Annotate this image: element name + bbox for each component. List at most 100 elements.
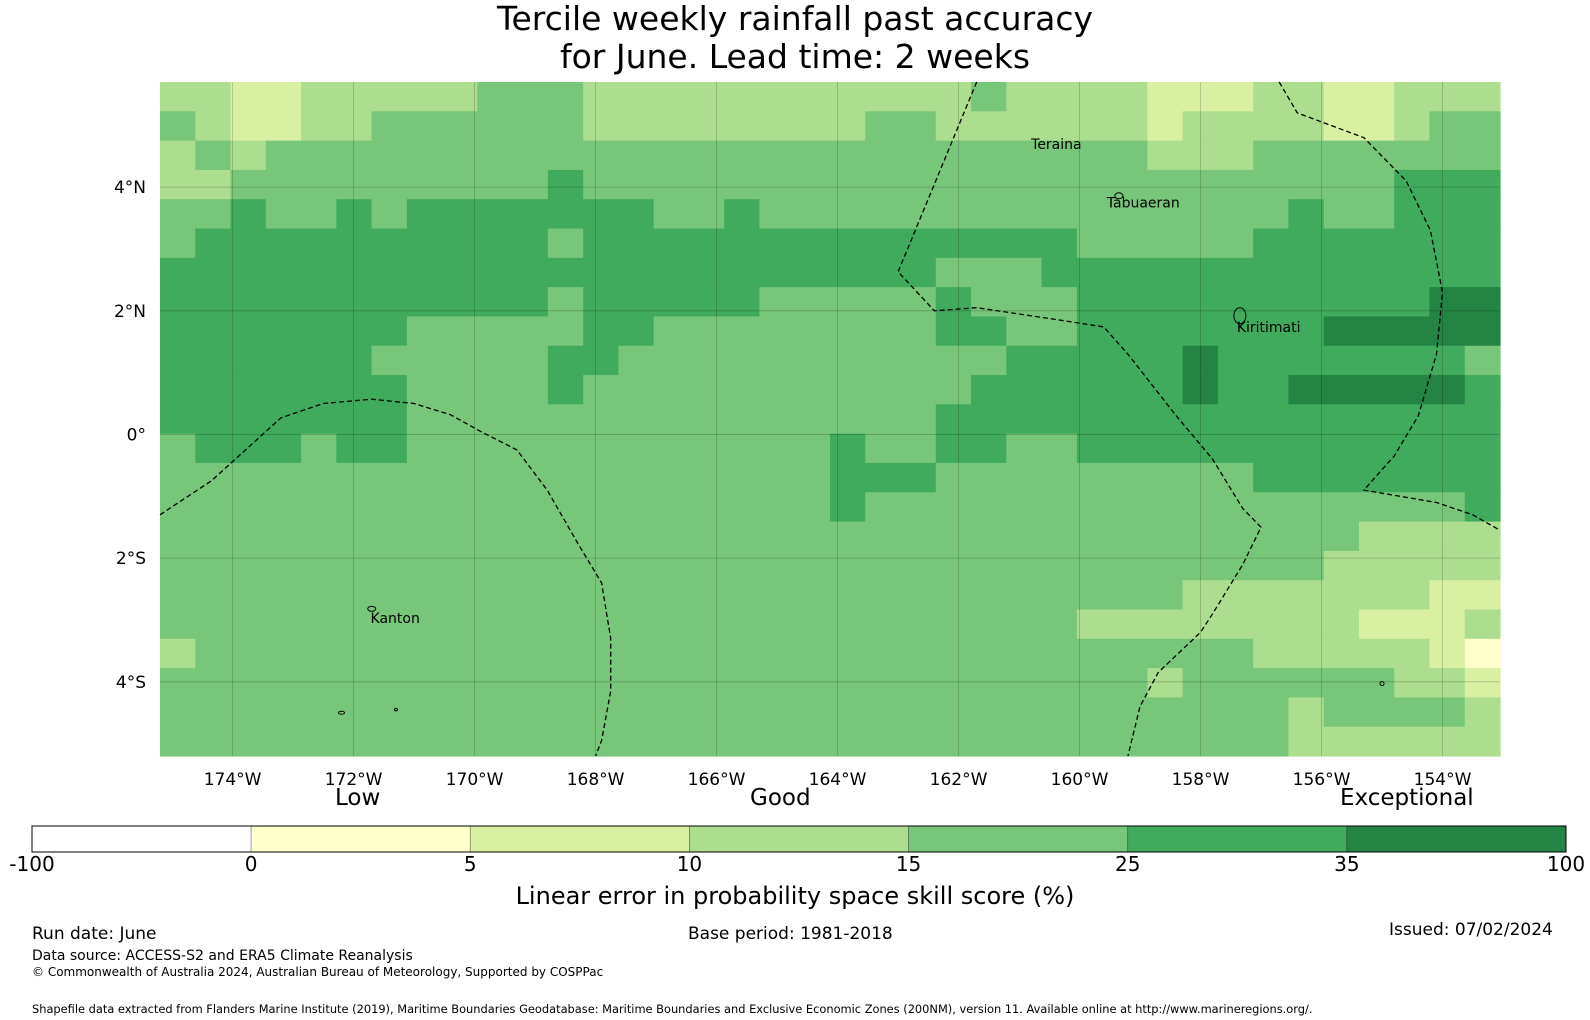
grid-cell bbox=[935, 550, 972, 581]
grid-cell bbox=[618, 140, 655, 171]
grid-cell bbox=[547, 316, 584, 347]
grid-cell bbox=[865, 140, 902, 171]
grid-cell bbox=[724, 697, 761, 728]
grid-cell bbox=[547, 345, 584, 376]
grid-cell bbox=[1112, 580, 1148, 611]
grid-cell bbox=[971, 638, 1007, 669]
grid-cell bbox=[1076, 521, 1113, 552]
colorbar-bin bbox=[908, 825, 1129, 853]
grid-cell bbox=[618, 433, 655, 464]
grid-cell bbox=[1394, 287, 1431, 318]
grid-cell bbox=[935, 228, 972, 259]
grid-cell bbox=[1429, 697, 1466, 728]
grid-cell bbox=[1358, 404, 1395, 435]
grid-cell bbox=[1358, 257, 1395, 288]
grid-cell bbox=[265, 638, 302, 669]
grid-cell bbox=[1076, 375, 1113, 405]
grid-cell bbox=[1041, 521, 1078, 552]
grid-cell bbox=[830, 404, 866, 435]
grid-cell bbox=[1147, 140, 1184, 171]
grid-cell bbox=[1182, 287, 1219, 318]
colorbar-tick-label: 5 bbox=[463, 852, 477, 876]
grid-cell bbox=[336, 580, 373, 611]
grid-cell bbox=[900, 287, 937, 318]
grid-cell bbox=[512, 140, 549, 171]
grid-cell bbox=[618, 345, 655, 376]
grid-cell bbox=[477, 228, 514, 259]
grid-cell bbox=[1076, 169, 1113, 200]
grid-cell bbox=[1076, 228, 1113, 259]
grid-cell bbox=[230, 433, 267, 464]
grid-cell bbox=[830, 199, 866, 230]
grid-cell bbox=[477, 433, 514, 464]
grid-cell bbox=[1076, 345, 1113, 376]
colorbar-tick-label: 10 bbox=[676, 852, 703, 876]
grid-cell bbox=[301, 345, 337, 376]
grid-cell bbox=[1112, 433, 1148, 464]
grid-cell bbox=[1253, 228, 1290, 259]
grid-cell bbox=[865, 580, 902, 611]
grid-cell bbox=[1288, 697, 1325, 728]
grid-cell bbox=[794, 140, 831, 171]
grid-cell bbox=[406, 462, 443, 493]
grid-cell bbox=[442, 492, 478, 523]
island-outline bbox=[1114, 192, 1124, 200]
grid-cell bbox=[160, 609, 196, 640]
grid-cell bbox=[1253, 697, 1290, 728]
grid-cell bbox=[1041, 257, 1078, 288]
grid-cell bbox=[1253, 668, 1290, 698]
grid-cell bbox=[688, 375, 725, 405]
grid-cell bbox=[759, 316, 796, 347]
grid-cell bbox=[1429, 521, 1466, 552]
grid-cell bbox=[830, 638, 866, 669]
eez-boundary-line bbox=[1278, 81, 1501, 531]
grid-cell bbox=[442, 521, 478, 552]
grid-cell bbox=[477, 462, 514, 493]
grid-cell bbox=[547, 550, 584, 581]
grid-cell bbox=[653, 697, 690, 728]
grid-cell bbox=[160, 228, 196, 259]
grid-cell bbox=[1041, 199, 1078, 230]
grid-cell bbox=[230, 111, 267, 142]
grid-cell bbox=[1076, 726, 1113, 757]
grid-cell bbox=[653, 82, 690, 112]
grid-cell bbox=[1182, 638, 1219, 669]
grid-cell bbox=[1253, 82, 1290, 112]
grid-cell bbox=[512, 609, 549, 640]
grid-cell bbox=[1041, 492, 1078, 523]
grid-cell bbox=[1394, 550, 1431, 581]
grid-cell bbox=[1006, 462, 1043, 493]
grid-cell bbox=[724, 257, 761, 288]
grid-cell bbox=[794, 726, 831, 757]
grid-cell bbox=[230, 287, 267, 318]
grid-cell bbox=[512, 287, 549, 318]
grid-cell bbox=[230, 82, 267, 112]
grid-cell bbox=[830, 82, 866, 112]
grid-cell bbox=[1253, 550, 1290, 581]
grid-cell bbox=[971, 82, 1007, 112]
grid-cell bbox=[971, 287, 1007, 318]
grid-cell bbox=[265, 609, 302, 640]
grid-cell bbox=[1253, 287, 1290, 318]
grid-cell bbox=[971, 462, 1007, 493]
grid-cell bbox=[794, 462, 831, 493]
grid-cell bbox=[1358, 668, 1395, 698]
grid-cell bbox=[830, 228, 866, 259]
grid-cell bbox=[195, 433, 232, 464]
grid-cell bbox=[406, 199, 443, 230]
lon-tick-label: 170°W bbox=[446, 770, 504, 790]
grid-cell bbox=[1076, 492, 1113, 523]
colorbar-bin bbox=[1346, 825, 1567, 853]
grid-cell bbox=[865, 169, 902, 200]
grid-cell bbox=[230, 345, 267, 376]
grid-cell bbox=[547, 140, 584, 171]
grid-cell bbox=[1288, 433, 1325, 464]
grid-cell bbox=[759, 521, 796, 552]
grid-cell bbox=[195, 638, 232, 669]
lon-tick-label: 154°W bbox=[1414, 770, 1472, 790]
grid-cell bbox=[1253, 726, 1290, 757]
grid-cell bbox=[1112, 609, 1148, 640]
grid-cell bbox=[653, 345, 690, 376]
grid-cell bbox=[371, 580, 408, 611]
grid-cell bbox=[794, 638, 831, 669]
